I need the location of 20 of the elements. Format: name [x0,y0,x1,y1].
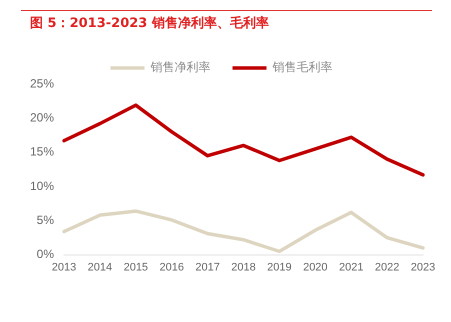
chart-title: 图 5：2013-2023 销售净利率、毛利率 [30,14,269,32]
x-tick-label: 2019 [267,261,292,274]
x-tick-label: 2014 [88,261,112,274]
x-tick-label: 2022 [374,261,400,274]
y-tick-label: 10% [30,178,54,193]
legend-label: 销售净利率 [150,60,210,74]
x-tick-label: 2015 [124,261,148,274]
y-tick-label: 20% [30,110,54,124]
legend-label: 销售毛利率 [272,60,332,74]
x-tick-label: 2017 [195,261,220,274]
x-tick-label: 2013 [52,261,76,274]
y-tick-label: 0% [36,247,54,262]
y-tick-label: 15% [30,144,54,159]
x-tick-label: 2016 [159,261,184,274]
x-tick-label: 2021 [338,261,364,274]
x-tick-label: 2023 [410,261,436,274]
x-tick-label: 2020 [303,261,328,274]
x-tick-label: 2018 [231,261,256,274]
y-tick-label: 5% [36,212,54,227]
y-tick-label: 25% [30,76,54,90]
